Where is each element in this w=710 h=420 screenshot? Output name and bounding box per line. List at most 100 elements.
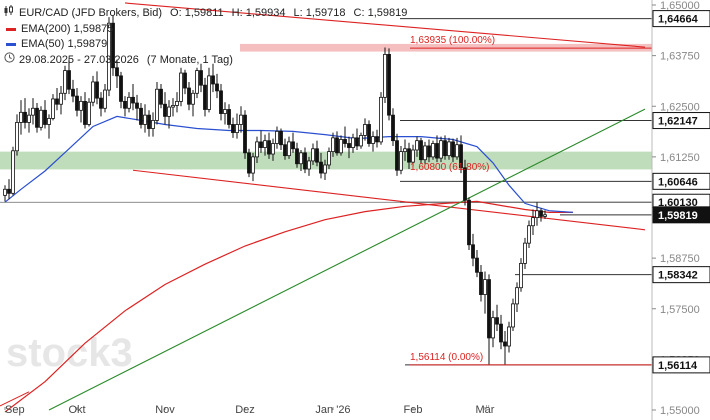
candles xyxy=(3,15,547,365)
candle-body xyxy=(507,326,511,347)
candle-body xyxy=(163,103,167,117)
level-tag-box xyxy=(652,206,710,224)
candle-body xyxy=(391,114,395,142)
ema50-swatch xyxy=(6,43,16,46)
candle-body xyxy=(307,160,311,170)
ema200-spur xyxy=(0,391,30,407)
candle-body xyxy=(435,143,439,159)
level-tag-box xyxy=(652,356,710,374)
candle-body xyxy=(343,139,347,144)
candle-body xyxy=(403,148,407,153)
candle-body xyxy=(135,102,139,109)
horizontal-levels xyxy=(0,18,652,366)
legend-ema200[interactable]: EMA(200) 1,59875 xyxy=(4,22,407,37)
high-label: H: xyxy=(231,7,243,19)
candle-body xyxy=(215,83,219,92)
candle-body xyxy=(87,101,91,125)
candle-body xyxy=(71,88,75,97)
ema50-value: 1,59879 xyxy=(67,38,108,50)
candle-body xyxy=(375,136,379,143)
candle-body xyxy=(223,109,227,114)
open-value: 1,59811 xyxy=(184,7,224,19)
trendline-2 xyxy=(48,108,646,411)
candle-body xyxy=(79,100,83,111)
level-tag: 1,62147 xyxy=(652,112,710,130)
candle-body xyxy=(103,89,107,109)
level-tag-label: 1,58342 xyxy=(658,270,698,282)
candle-body xyxy=(315,148,319,163)
candle-body xyxy=(427,145,431,158)
candle-body xyxy=(139,107,143,125)
header-row: EUR/CAD (JFD Brokers, Bid) O: 1,59811 H:… xyxy=(4,5,407,22)
fib-label: 1,56114 (0.00%) xyxy=(410,352,483,363)
level-tag-box xyxy=(652,172,710,190)
candle-body xyxy=(231,124,235,133)
candle-body xyxy=(175,100,179,106)
chart-info-panel: EUR/CAD (JFD Brokers, Bid) O: 1,59811 H:… xyxy=(4,5,407,68)
candle-body xyxy=(143,114,147,125)
candle-body xyxy=(419,140,423,161)
period-row: 29.08.2025 - 27.03.2026 (7 Monate, 1 Tag… xyxy=(4,52,407,68)
candle-body xyxy=(387,54,391,116)
candle-body xyxy=(415,140,419,151)
clock-icon xyxy=(4,52,15,68)
candle-body xyxy=(267,140,271,155)
level-tag-box xyxy=(652,10,710,28)
period-range: 29.08.2025 - 27.03.2026 xyxy=(19,53,139,66)
watermark-text: stock3 xyxy=(6,331,133,375)
x-tick-label: Okt xyxy=(68,404,85,416)
candle-body xyxy=(243,114,247,154)
legend-ema50[interactable]: EMA(50) 1,59879 xyxy=(4,37,407,52)
y-tick-label: 1,61250 xyxy=(660,152,700,164)
x-tick-label: Jan '26 xyxy=(315,404,350,416)
candle-body xyxy=(83,100,87,125)
level-tag: 1,60646 xyxy=(652,172,710,190)
level-tag: 1,58342 xyxy=(652,266,710,284)
y-tick-label: 1,58750 xyxy=(660,253,700,265)
candle-body xyxy=(115,67,119,77)
candle-body xyxy=(219,90,223,114)
candle-body xyxy=(39,109,43,128)
close-label: C: xyxy=(353,7,365,19)
candle-body xyxy=(423,145,427,161)
candle-body xyxy=(239,114,243,125)
candle-body xyxy=(367,124,371,144)
candle-body xyxy=(15,122,19,152)
candle-body xyxy=(319,161,323,174)
candle-body xyxy=(51,98,55,119)
candle-body xyxy=(395,140,399,171)
trendline-1 xyxy=(132,169,646,231)
ema200-label: EMA(200) xyxy=(21,23,71,35)
candle-body xyxy=(151,120,155,129)
candle-body xyxy=(331,137,335,153)
candle-body xyxy=(355,137,359,147)
candle-body xyxy=(255,141,259,158)
candle-body xyxy=(111,22,115,69)
candle-body xyxy=(91,81,95,103)
candle-body xyxy=(263,140,267,148)
candle-body xyxy=(63,70,67,94)
candle-body xyxy=(299,152,303,165)
candle-body xyxy=(523,242,527,264)
candle-body xyxy=(207,75,211,110)
candle-body xyxy=(279,130,283,146)
high-value: 1,59934 xyxy=(245,7,286,19)
candle-body xyxy=(283,144,287,157)
level-tag-label: 1,59819 xyxy=(658,210,698,222)
y-tick-label: 1,63750 xyxy=(660,51,700,63)
candle-body xyxy=(179,72,183,102)
trendline-0 xyxy=(124,2,646,48)
candle-body xyxy=(347,143,351,148)
y-tick-label: 1,65000 xyxy=(660,0,700,12)
candle-body xyxy=(455,144,459,158)
level-tag-label: 1,60646 xyxy=(658,176,698,188)
x-tick-label: Dez xyxy=(235,404,255,416)
candle-body xyxy=(195,70,199,94)
candle-body xyxy=(47,118,51,125)
candle-body xyxy=(295,148,299,165)
candlestick-icon xyxy=(4,5,14,22)
candle-body xyxy=(75,95,79,111)
candle-body xyxy=(379,96,383,143)
candle-body xyxy=(447,141,451,157)
candle-body xyxy=(127,96,131,109)
